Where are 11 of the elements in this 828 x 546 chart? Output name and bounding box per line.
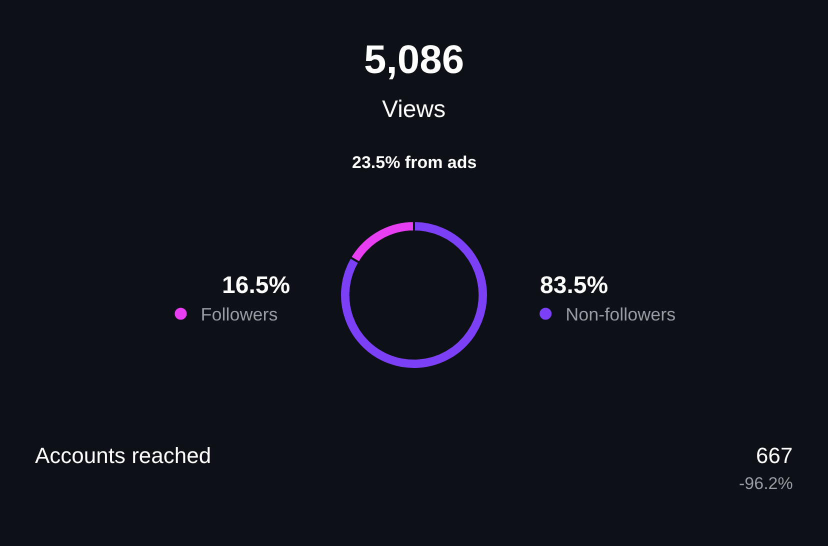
text: 667 bbox=[756, 443, 793, 468]
donut-slice bbox=[339, 220, 489, 370]
text: 23.5% from ads bbox=[352, 153, 477, 172]
text: -96.2% bbox=[739, 474, 793, 493]
chart-subtitle: Views bbox=[382, 96, 446, 123]
legend-label: Non-followers bbox=[566, 304, 676, 325]
legend-label: Followers bbox=[200, 304, 278, 325]
text: Accounts reached bbox=[35, 443, 212, 468]
data-label: 83.5% bbox=[540, 272, 608, 299]
chart-title: 5,086 bbox=[364, 38, 464, 82]
data-label: 16.5% bbox=[222, 272, 290, 299]
